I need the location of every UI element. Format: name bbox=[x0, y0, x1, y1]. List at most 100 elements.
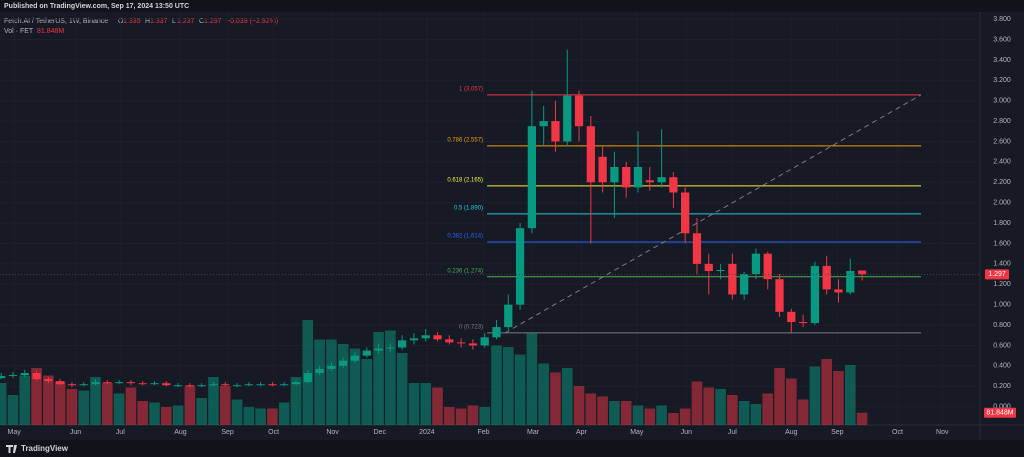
candle-body bbox=[787, 311, 796, 323]
y-tick-label: 2.000 bbox=[993, 200, 1011, 207]
candle-body bbox=[563, 95, 572, 142]
candle-body bbox=[681, 192, 690, 234]
ohlc-value: 1.337 bbox=[150, 18, 168, 25]
volume-bar bbox=[585, 393, 597, 425]
y-tick-label: 2.800 bbox=[993, 118, 1011, 125]
volume-bar bbox=[514, 354, 526, 425]
volume-bar bbox=[231, 399, 243, 425]
candle-body bbox=[8, 375, 18, 377]
candle-body bbox=[445, 339, 454, 343]
volume-bar bbox=[0, 383, 7, 425]
symbol: Fetch.AI / TetherUS, 1W, Binance bbox=[4, 18, 108, 25]
fib-label: 0.382 (1.614) bbox=[447, 234, 483, 240]
candle-body bbox=[386, 347, 395, 349]
volume-bar bbox=[491, 345, 502, 425]
volume-bar bbox=[43, 375, 54, 425]
volume-bar bbox=[479, 407, 490, 425]
volume-bar bbox=[54, 381, 66, 425]
fib-label: 0 (0.723) bbox=[459, 324, 483, 330]
candle-body bbox=[280, 384, 289, 386]
candle-body bbox=[669, 177, 678, 193]
volume-bar bbox=[750, 404, 762, 425]
volume-bar bbox=[738, 401, 750, 425]
candle-body bbox=[350, 355, 360, 361]
volume-bar bbox=[550, 372, 561, 425]
candle-body bbox=[622, 167, 631, 188]
volume-bar bbox=[656, 405, 667, 425]
y-tick-label: 1.200 bbox=[993, 281, 1011, 288]
volume-bar bbox=[66, 389, 78, 425]
volume-bar bbox=[7, 395, 19, 425]
candle-body bbox=[138, 383, 147, 385]
candle-body bbox=[798, 322, 808, 324]
volume-bar bbox=[526, 333, 538, 425]
volume-bar bbox=[361, 359, 373, 425]
candle-body bbox=[126, 382, 136, 384]
candle-body bbox=[716, 269, 725, 272]
candle-body bbox=[822, 265, 831, 290]
candle-body bbox=[197, 385, 206, 387]
candle-body bbox=[598, 156, 607, 183]
volume-bar bbox=[349, 348, 361, 425]
volume-bar bbox=[385, 330, 396, 425]
candle-body bbox=[409, 338, 419, 341]
candle-body bbox=[362, 350, 371, 356]
ohlc-key: O bbox=[118, 18, 124, 25]
volume-bar bbox=[267, 408, 278, 425]
candle-body bbox=[586, 126, 595, 183]
x-tick-label: Oct bbox=[892, 429, 903, 436]
y-tick-label: 3.000 bbox=[993, 98, 1011, 105]
volume-bar bbox=[373, 332, 384, 425]
y-tick-label: 2.200 bbox=[993, 179, 1011, 186]
x-tick-label: Nov bbox=[326, 429, 339, 436]
volume-bar bbox=[444, 407, 455, 425]
ohlc-value: 1.297 bbox=[204, 18, 222, 25]
publish-bar bbox=[0, 0, 1024, 12]
volume-bar bbox=[644, 408, 656, 425]
candle-body bbox=[327, 365, 336, 369]
candle-body bbox=[857, 270, 867, 275]
x-tick-label: Oct bbox=[268, 429, 279, 436]
ohlc-key: C bbox=[199, 18, 204, 25]
candle-body bbox=[232, 385, 242, 387]
candle-body bbox=[527, 126, 536, 229]
ohlc-key: H bbox=[145, 18, 150, 25]
candle-body bbox=[763, 253, 772, 280]
volume-bar bbox=[668, 413, 679, 425]
ohlc-key: L bbox=[172, 18, 176, 25]
last-price-label: 1.297 bbox=[988, 271, 1006, 278]
candle-body bbox=[303, 372, 312, 383]
candle-body bbox=[704, 263, 713, 272]
x-tick-label: Apr bbox=[576, 429, 588, 436]
candle-body bbox=[67, 384, 77, 386]
candle-body bbox=[574, 95, 584, 127]
candle-body bbox=[740, 274, 749, 295]
candle-body bbox=[32, 372, 41, 380]
fib-label: 0.786 (2.557) bbox=[447, 137, 483, 143]
x-tick-label: Jul bbox=[116, 429, 125, 436]
volume-bar bbox=[679, 408, 691, 425]
volume-bar bbox=[762, 393, 774, 425]
volume-bar bbox=[31, 368, 42, 425]
candle-body bbox=[751, 253, 761, 275]
volume-bar bbox=[196, 398, 207, 425]
volume-bar bbox=[856, 412, 868, 425]
candle-body bbox=[456, 342, 466, 344]
y-tick-label: 0.000 bbox=[993, 403, 1011, 410]
volume-bar bbox=[609, 401, 620, 425]
volume-bar bbox=[314, 339, 325, 425]
volume-bar bbox=[833, 371, 844, 425]
ohlc-value: 1.335 bbox=[123, 18, 141, 25]
volume-bar bbox=[160, 407, 172, 425]
fib-label: 0.618 (2.165) bbox=[447, 177, 483, 183]
last-price-box bbox=[985, 269, 1009, 280]
candle-body bbox=[0, 376, 6, 379]
volume-bar bbox=[502, 347, 514, 425]
publish-text: Published on TradingView.com, Sep 17, 20… bbox=[4, 3, 189, 10]
volume-bar bbox=[149, 402, 160, 425]
volume-bar bbox=[184, 386, 196, 425]
volume-bar bbox=[620, 401, 632, 425]
y-tick-label: 3.600 bbox=[993, 36, 1011, 43]
y-tick-label: 3.200 bbox=[993, 77, 1011, 84]
x-tick-label: Dec bbox=[374, 429, 387, 436]
